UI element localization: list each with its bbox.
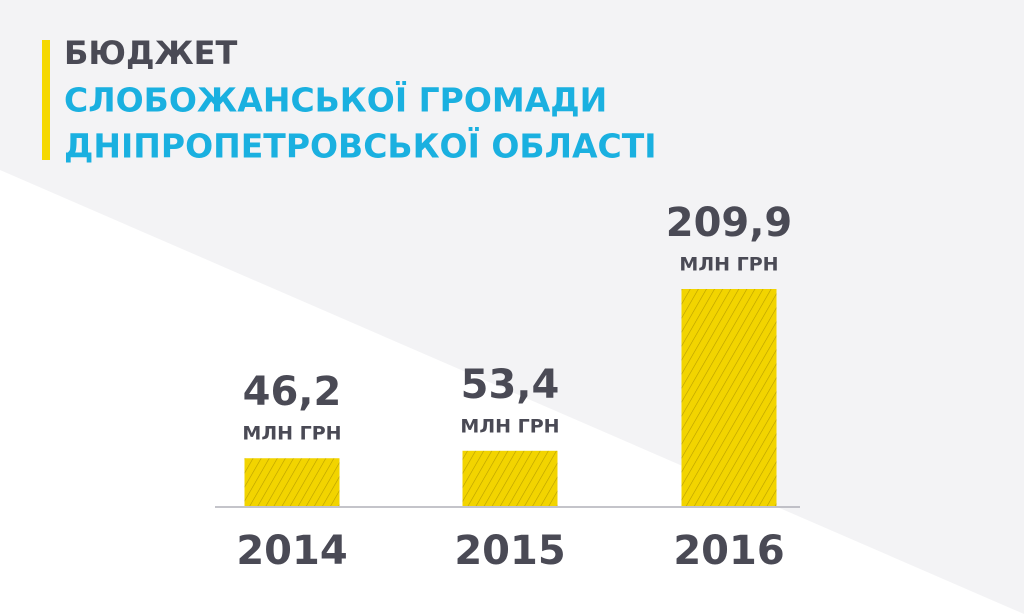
value-label: 209,9 xyxy=(666,200,793,246)
value-label: 46,2 xyxy=(243,369,342,415)
accent-bar xyxy=(42,40,50,160)
x-tick-label: 2014 xyxy=(236,528,347,574)
x-tick-label: 2015 xyxy=(454,528,565,574)
bar xyxy=(244,458,340,506)
chart-title: СЛОБОЖАНСЬКОЇ ГРОМАДИ xyxy=(64,80,607,120)
chart-title: ДНІПРОПЕТРОВСЬКОЇ ОБЛАСТІ xyxy=(64,126,657,166)
value-label: 53,4 xyxy=(461,362,560,408)
x-tick-label: 2016 xyxy=(673,528,784,574)
bar xyxy=(462,450,558,506)
chart-title: БЮДЖЕТ xyxy=(64,34,237,72)
unit-label: МЛН ГРН xyxy=(242,423,341,445)
unit-label: МЛН ГРН xyxy=(460,415,559,437)
unit-label: МЛН ГРН xyxy=(679,254,778,276)
bar xyxy=(681,289,777,506)
